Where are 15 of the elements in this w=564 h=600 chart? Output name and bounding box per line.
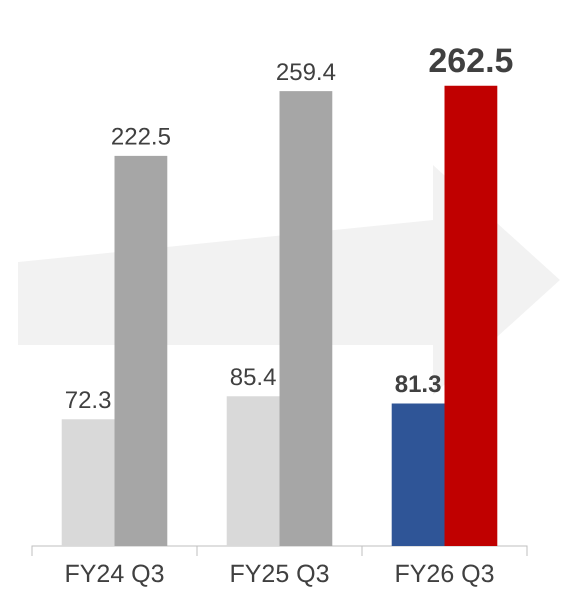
data-label: 259.4 <box>276 58 336 86</box>
data-label: 72.3 <box>64 386 112 414</box>
data-label: 81.3 <box>394 371 442 398</box>
data-label: 85.4 <box>230 364 276 391</box>
bar <box>392 403 444 546</box>
bar <box>280 91 332 546</box>
x-tick-label: FY25 Q3 <box>229 560 330 588</box>
bar <box>444 86 498 546</box>
x-tick-label: FY26 Q3 <box>394 560 495 588</box>
bar <box>114 156 168 546</box>
bar <box>226 396 280 546</box>
data-label: 222.5 <box>110 124 171 151</box>
x-tick-label: FY24 Q3 <box>64 560 165 588</box>
bar <box>62 419 114 546</box>
data-label: 262.5 <box>428 42 514 80</box>
